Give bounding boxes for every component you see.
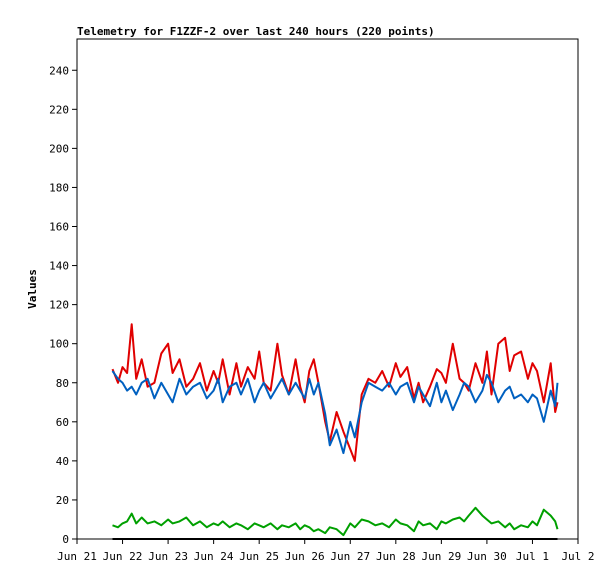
- x-tick-label: Jun 21: [57, 550, 97, 563]
- y-tick-label: 140: [49, 260, 69, 273]
- x-tick-label: Jul 1: [516, 550, 549, 563]
- x-tick-label: Jun 24: [194, 550, 234, 563]
- x-tick-label: Jun 28: [376, 550, 416, 563]
- x-axis-ticks: Jun 21 Jun 22 Jun 23 Jun 24 Jun 25 Jun 26 Jun …: [57, 539, 595, 563]
- series-layer: [111, 323, 559, 540]
- y-tick-label: 80: [56, 377, 69, 390]
- plot-area-frame: [76, 38, 579, 540]
- x-tick-label: Jun 27: [330, 550, 370, 563]
- x-tick-label: Jun 22: [103, 550, 143, 563]
- series-line-2: [111, 370, 559, 455]
- y-tick-label: 120: [49, 299, 69, 312]
- x-tick-label: Jun 29: [421, 550, 461, 563]
- x-tick-label: Jul 2: [561, 550, 594, 563]
- y-tick-label: 100: [49, 338, 69, 351]
- y-tick-label: 40: [56, 455, 69, 468]
- series-line-3: [112, 506, 559, 537]
- x-tick-label: Jun 23: [148, 550, 188, 563]
- y-tick-label: 180: [49, 181, 69, 194]
- x-tick-label: Jun 26: [285, 550, 325, 563]
- x-tick-label: Jun 25: [239, 550, 279, 563]
- y-axis-label: Values: [26, 269, 39, 309]
- y-tick-label: 20: [56, 494, 69, 507]
- y-tick-label: 160: [49, 221, 69, 234]
- y-axis-ticks: 0 20 40 60 80 100 120 140 160 180 200 220 240: [49, 64, 77, 546]
- y-tick-label: 0: [62, 533, 69, 546]
- series-line-1: [111, 323, 559, 462]
- x-tick-label: Jun 30: [467, 550, 507, 563]
- y-tick-label: 200: [49, 142, 69, 155]
- y-tick-label: 60: [56, 416, 69, 429]
- y-tick-label: 220: [49, 103, 69, 116]
- chart-title: Telemetry for F1ZZF-2 over last 240 hour…: [77, 25, 435, 38]
- y-tick-label: 240: [49, 64, 69, 77]
